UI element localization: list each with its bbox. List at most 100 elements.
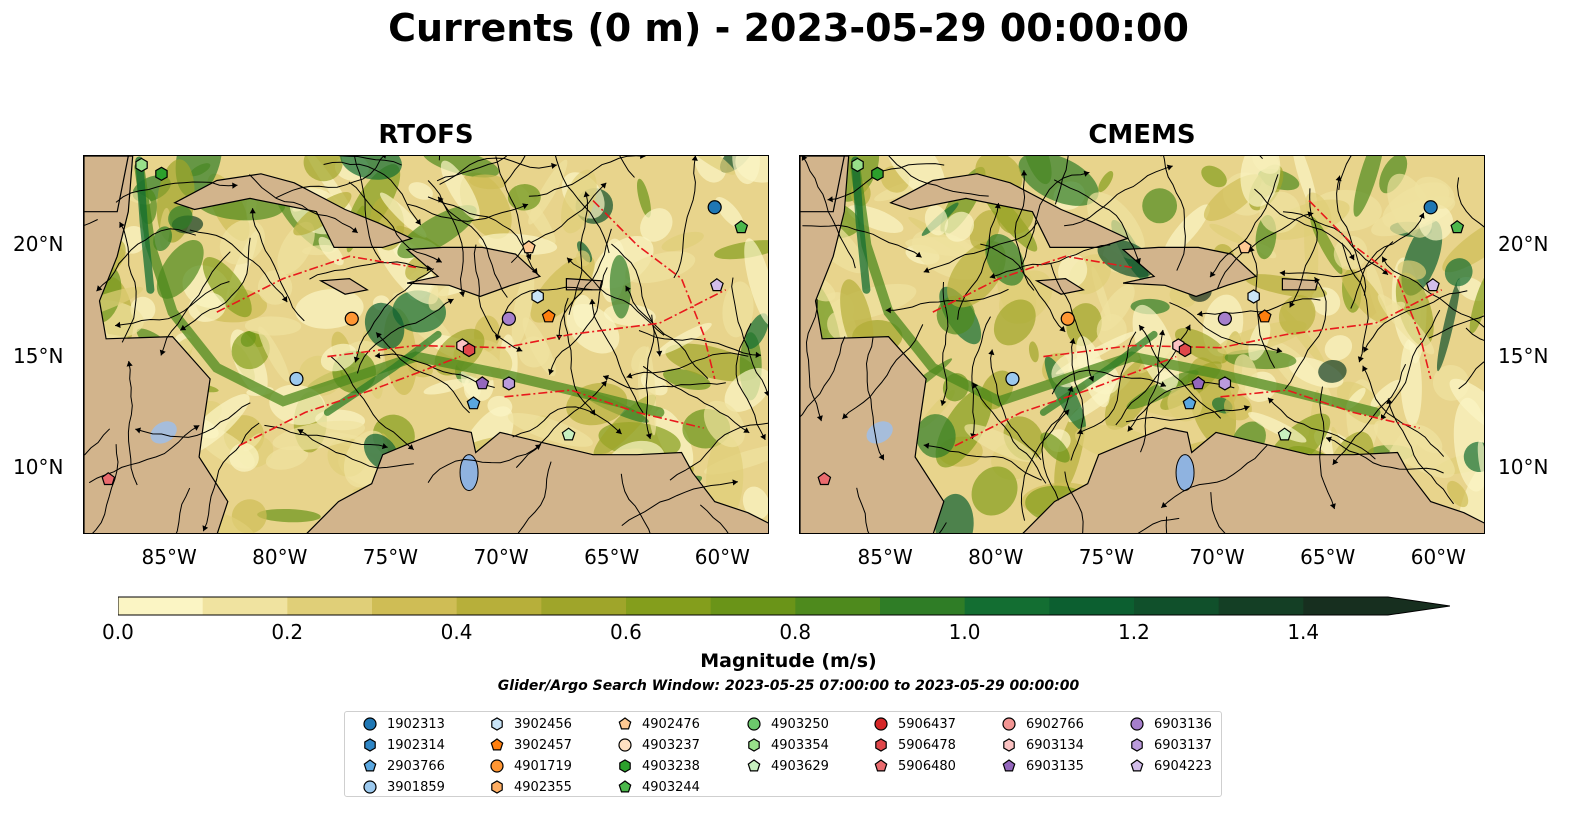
- float-marker-4903244[interactable]: [734, 220, 749, 234]
- streamline: [645, 314, 655, 440]
- streamline: [1077, 331, 1137, 434]
- colorbar-tick-label: 1.0: [948, 620, 981, 644]
- streamline: [699, 504, 729, 533]
- float-marker-1902313[interactable]: [1423, 200, 1438, 215]
- streamline: [957, 202, 999, 320]
- streamline: [439, 157, 557, 185]
- legend-marker-5906437: [874, 717, 888, 731]
- float-marker-4901719[interactable]: [344, 311, 359, 326]
- streamline: [249, 174, 359, 234]
- streamline: [1282, 211, 1389, 276]
- streamline-arrow: [827, 196, 833, 203]
- streamline-arrow: [645, 433, 652, 439]
- legend-marker-1902314: [364, 738, 376, 752]
- float-marker-3902457[interactable]: [541, 309, 556, 323]
- legend-item-4903238: 4903238: [616, 756, 700, 776]
- legend-item-3902456: 3902456: [488, 714, 572, 734]
- map-rtofs[interactable]: [83, 155, 769, 534]
- float-marker-4903238[interactable]: [155, 166, 168, 181]
- streamline: [1217, 212, 1314, 289]
- float-marker-5906478[interactable]: [462, 342, 476, 358]
- float-marker-2903766[interactable]: [466, 396, 481, 410]
- colorbar-label: Magnitude (m/s): [700, 650, 877, 672]
- float-marker-6903136[interactable]: [1217, 311, 1232, 326]
- streamline-arrow: [589, 299, 596, 305]
- streamline: [375, 332, 470, 414]
- streamline: [563, 297, 596, 416]
- float-marker-4903354[interactable]: [851, 157, 864, 173]
- streamline-arrow: [135, 427, 141, 434]
- streamline-arrow: [1069, 338, 1076, 344]
- float-marker-6903135[interactable]: [1191, 376, 1206, 390]
- lon-tick-label: 85°W: [857, 545, 913, 569]
- legend-item-1902313: 1902313: [361, 714, 445, 734]
- streamline-arrow: [760, 433, 766, 440]
- float-marker-5906480[interactable]: [817, 472, 832, 486]
- streamline-arrow: [764, 391, 768, 396]
- streamline-arrow: [297, 429, 304, 435]
- float-marker-2903766[interactable]: [1182, 396, 1197, 410]
- lon-tick-label: 60°W: [694, 545, 750, 569]
- legend-label: 5906480: [898, 758, 956, 774]
- streamline: [1070, 338, 1084, 461]
- float-marker-5906478[interactable]: [1178, 342, 1192, 358]
- colorbar-segment: [710, 597, 796, 615]
- legend-label: 1902314: [387, 737, 445, 753]
- legend-item-6903134: 6903134: [1000, 735, 1084, 755]
- float-marker-1902313[interactable]: [707, 200, 722, 215]
- eez-boundary: [238, 355, 461, 447]
- streamline: [1160, 444, 1268, 509]
- float-marker-4902476[interactable]: [1237, 240, 1252, 254]
- legend-marker-5906478: [875, 738, 887, 752]
- float-marker-6904223[interactable]: [1425, 278, 1440, 292]
- legend-marker-3901859: [363, 780, 377, 794]
- float-marker-6903136[interactable]: [501, 311, 516, 326]
- streamline: [673, 156, 696, 279]
- colorbar-segment: [372, 597, 458, 615]
- lake-maracaibo: [459, 454, 479, 492]
- streamline: [1428, 315, 1484, 339]
- streamline: [473, 244, 523, 352]
- streamline: [1064, 165, 1173, 227]
- float-marker-4903629[interactable]: [1277, 427, 1292, 441]
- streamline: [348, 181, 443, 263]
- lake-nicaragua: [150, 421, 177, 444]
- streamline: [96, 228, 196, 292]
- legend-label: 4903244: [642, 779, 700, 795]
- float-marker-6904223[interactable]: [709, 278, 724, 292]
- float-marker-4903629[interactable]: [561, 427, 576, 441]
- legend-item-6904223: 6904223: [1128, 756, 1212, 776]
- panel-title-cmems: CMEMS: [1088, 120, 1196, 150]
- streamline: [175, 487, 191, 533]
- float-marker-3901859[interactable]: [289, 371, 304, 387]
- streamline: [923, 222, 1038, 273]
- float-marker-3902456[interactable]: [531, 289, 544, 304]
- legend-label: 6904223: [1154, 758, 1212, 774]
- streamline: [669, 422, 768, 481]
- float-marker-6903135[interactable]: [475, 376, 490, 390]
- float-marker-4903238[interactable]: [871, 166, 884, 181]
- float-marker-6903137[interactable]: [1218, 376, 1232, 391]
- float-marker-3902457[interactable]: [1257, 309, 1272, 323]
- float-marker-4903354[interactable]: [135, 157, 148, 173]
- streamline: [989, 244, 1111, 278]
- streamline: [1284, 276, 1327, 390]
- streamline: [374, 353, 495, 388]
- float-marker-3901859[interactable]: [1005, 371, 1020, 387]
- streamline: [353, 156, 382, 261]
- map-cmems[interactable]: [799, 155, 1485, 534]
- streamline: [1325, 437, 1444, 474]
- streamline: [980, 243, 1066, 333]
- float-marker-4903244[interactable]: [1450, 220, 1465, 234]
- streamline: [802, 224, 922, 258]
- legend-item-4903237: 4903237: [616, 735, 700, 755]
- float-marker-6903137[interactable]: [502, 376, 516, 391]
- streamline-arrow: [494, 334, 501, 341]
- float-marker-3902456[interactable]: [1247, 289, 1260, 304]
- float-marker-4901719[interactable]: [1060, 311, 1075, 326]
- streamline: [1381, 256, 1484, 328]
- float-marker-4902476[interactable]: [521, 240, 536, 254]
- streamline-arrow: [755, 351, 761, 358]
- streamline-arrow: [1159, 329, 1166, 336]
- float-marker-5906480[interactable]: [101, 472, 116, 486]
